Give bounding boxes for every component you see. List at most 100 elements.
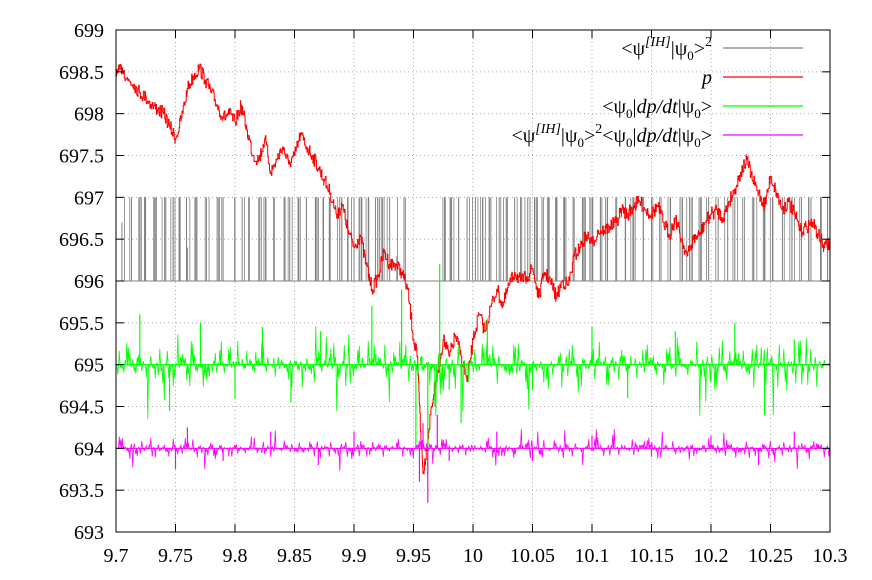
legend-label-part: | (633, 125, 637, 147)
data-point (222, 117, 224, 119)
legend-label-part: |ψ (678, 125, 695, 147)
legend-label-part: |ψ (671, 38, 688, 60)
y-tick-label: 697 (74, 187, 104, 209)
x-tick-label: 10.2 (694, 545, 729, 567)
data-point (627, 213, 629, 215)
legend-label: <ψ0|dp/dt|ψ0> (602, 96, 712, 121)
data-point (371, 288, 373, 290)
data-point (728, 200, 730, 203)
data-point (454, 334, 456, 336)
series-3 (116, 414, 830, 503)
data-point (186, 87, 188, 90)
y-tick-label: 697.5 (59, 146, 104, 168)
x-tick-label: 9.95 (396, 545, 431, 567)
x-tick-label: 10.15 (629, 545, 674, 567)
data-point (781, 209, 784, 211)
legend-label-part: | (633, 96, 637, 118)
data-point (460, 355, 462, 357)
data-point (585, 234, 587, 236)
data-point (287, 163, 290, 165)
data-point (252, 154, 254, 157)
y-tick-label: 694.5 (59, 397, 104, 419)
data-point (769, 175, 772, 178)
data-point (811, 221, 813, 224)
legend-label: p (700, 67, 712, 89)
y-tick-label: 693.5 (59, 480, 104, 502)
legend-label-part: > (701, 96, 712, 118)
data-point (615, 221, 617, 224)
data-point (502, 305, 504, 307)
x-tick-label: 10.05 (510, 545, 555, 567)
y-tick-label: 693 (74, 522, 104, 544)
legend-label-part: <ψ (602, 125, 626, 147)
data-point (359, 234, 361, 236)
data-point (758, 192, 760, 194)
data-point (484, 330, 486, 332)
data-point (716, 209, 718, 211)
y-tick-label: 698.5 (59, 62, 104, 84)
data-point (180, 117, 183, 119)
data-point (216, 104, 218, 106)
data-point (329, 192, 331, 194)
x-tick-label: 9.75 (158, 545, 193, 567)
data-point (514, 272, 516, 274)
data-point (555, 297, 557, 299)
legend-label-part: dp/dt (637, 125, 679, 147)
data-point (531, 267, 534, 270)
legend-label-part: |ψ (678, 96, 695, 118)
data-point (163, 113, 165, 115)
legend-item: <ψ0|dp/dt|ψ0> (602, 96, 803, 121)
data-point (416, 355, 418, 357)
data-point (496, 288, 498, 290)
data-point (406, 288, 409, 290)
tick-marks (115, 29, 831, 533)
data-point (591, 242, 593, 244)
data-point (692, 238, 694, 240)
data-point (145, 96, 147, 98)
legend-label-part: <ψ (511, 125, 535, 147)
data-point (234, 121, 236, 123)
legend-label-part: p (700, 67, 712, 89)
data-point (127, 79, 129, 81)
data-point (422, 472, 424, 475)
data-point (377, 276, 379, 278)
y-tick-label: 695 (74, 355, 104, 377)
data-point (317, 167, 319, 169)
legend-label-part: <ψ (621, 38, 645, 60)
x-tick-label: 9.7 (104, 545, 129, 567)
data-point (674, 217, 676, 219)
legend-label-part: dp/dt (637, 96, 679, 118)
data-point (258, 159, 260, 161)
y-tick-label: 694 (74, 438, 104, 460)
legend-label-part: <ψ (602, 96, 626, 118)
data-point (133, 83, 135, 85)
y-tick-labels: 693 693.5 694 694.5 695 695.5 696 696.5 697 697.5… (59, 20, 104, 544)
data-point (204, 79, 206, 81)
data-point (270, 171, 272, 173)
legend-label-part: 0 (694, 135, 701, 150)
data-point (609, 226, 611, 228)
legend-label-part: 2 (705, 35, 712, 50)
data-point (466, 380, 468, 382)
data-point (508, 284, 510, 286)
data-point (311, 154, 313, 157)
data-point (561, 280, 563, 282)
data-point (710, 213, 712, 215)
data-point (722, 217, 724, 219)
data-point (139, 92, 141, 94)
data-point (335, 213, 337, 215)
x-tick-label: 9.9 (342, 545, 367, 567)
data-point (442, 338, 444, 341)
data-point (573, 255, 575, 257)
legend-item: p (700, 67, 803, 89)
legend-label-part: 0 (626, 135, 633, 150)
data-point (323, 180, 325, 182)
data-point (412, 338, 415, 341)
legend-item: <ψ[IH]|ψ0>2<ψ0|dp/dt|ψ0> (511, 122, 803, 150)
data-point (353, 246, 355, 249)
legend-label-part: [IH] (535, 122, 561, 137)
data-point (650, 213, 653, 215)
x-tick-label: 10.25 (748, 545, 793, 567)
data-point (746, 159, 748, 161)
